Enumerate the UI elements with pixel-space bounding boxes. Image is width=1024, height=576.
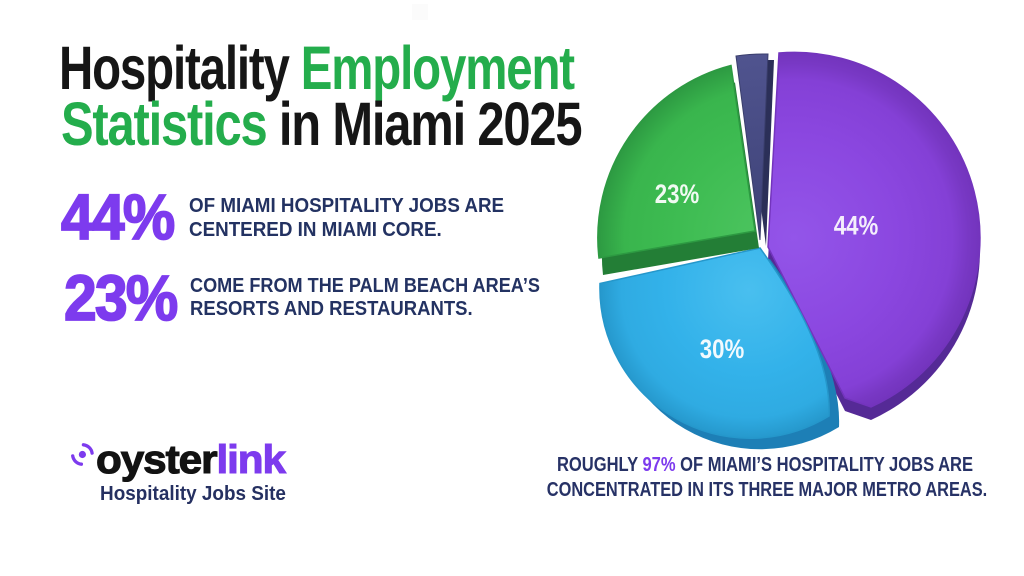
svg-text:30%: 30% [700, 334, 745, 364]
svg-text:44%: 44% [834, 211, 879, 241]
svg-text:23%: 23% [655, 179, 700, 209]
